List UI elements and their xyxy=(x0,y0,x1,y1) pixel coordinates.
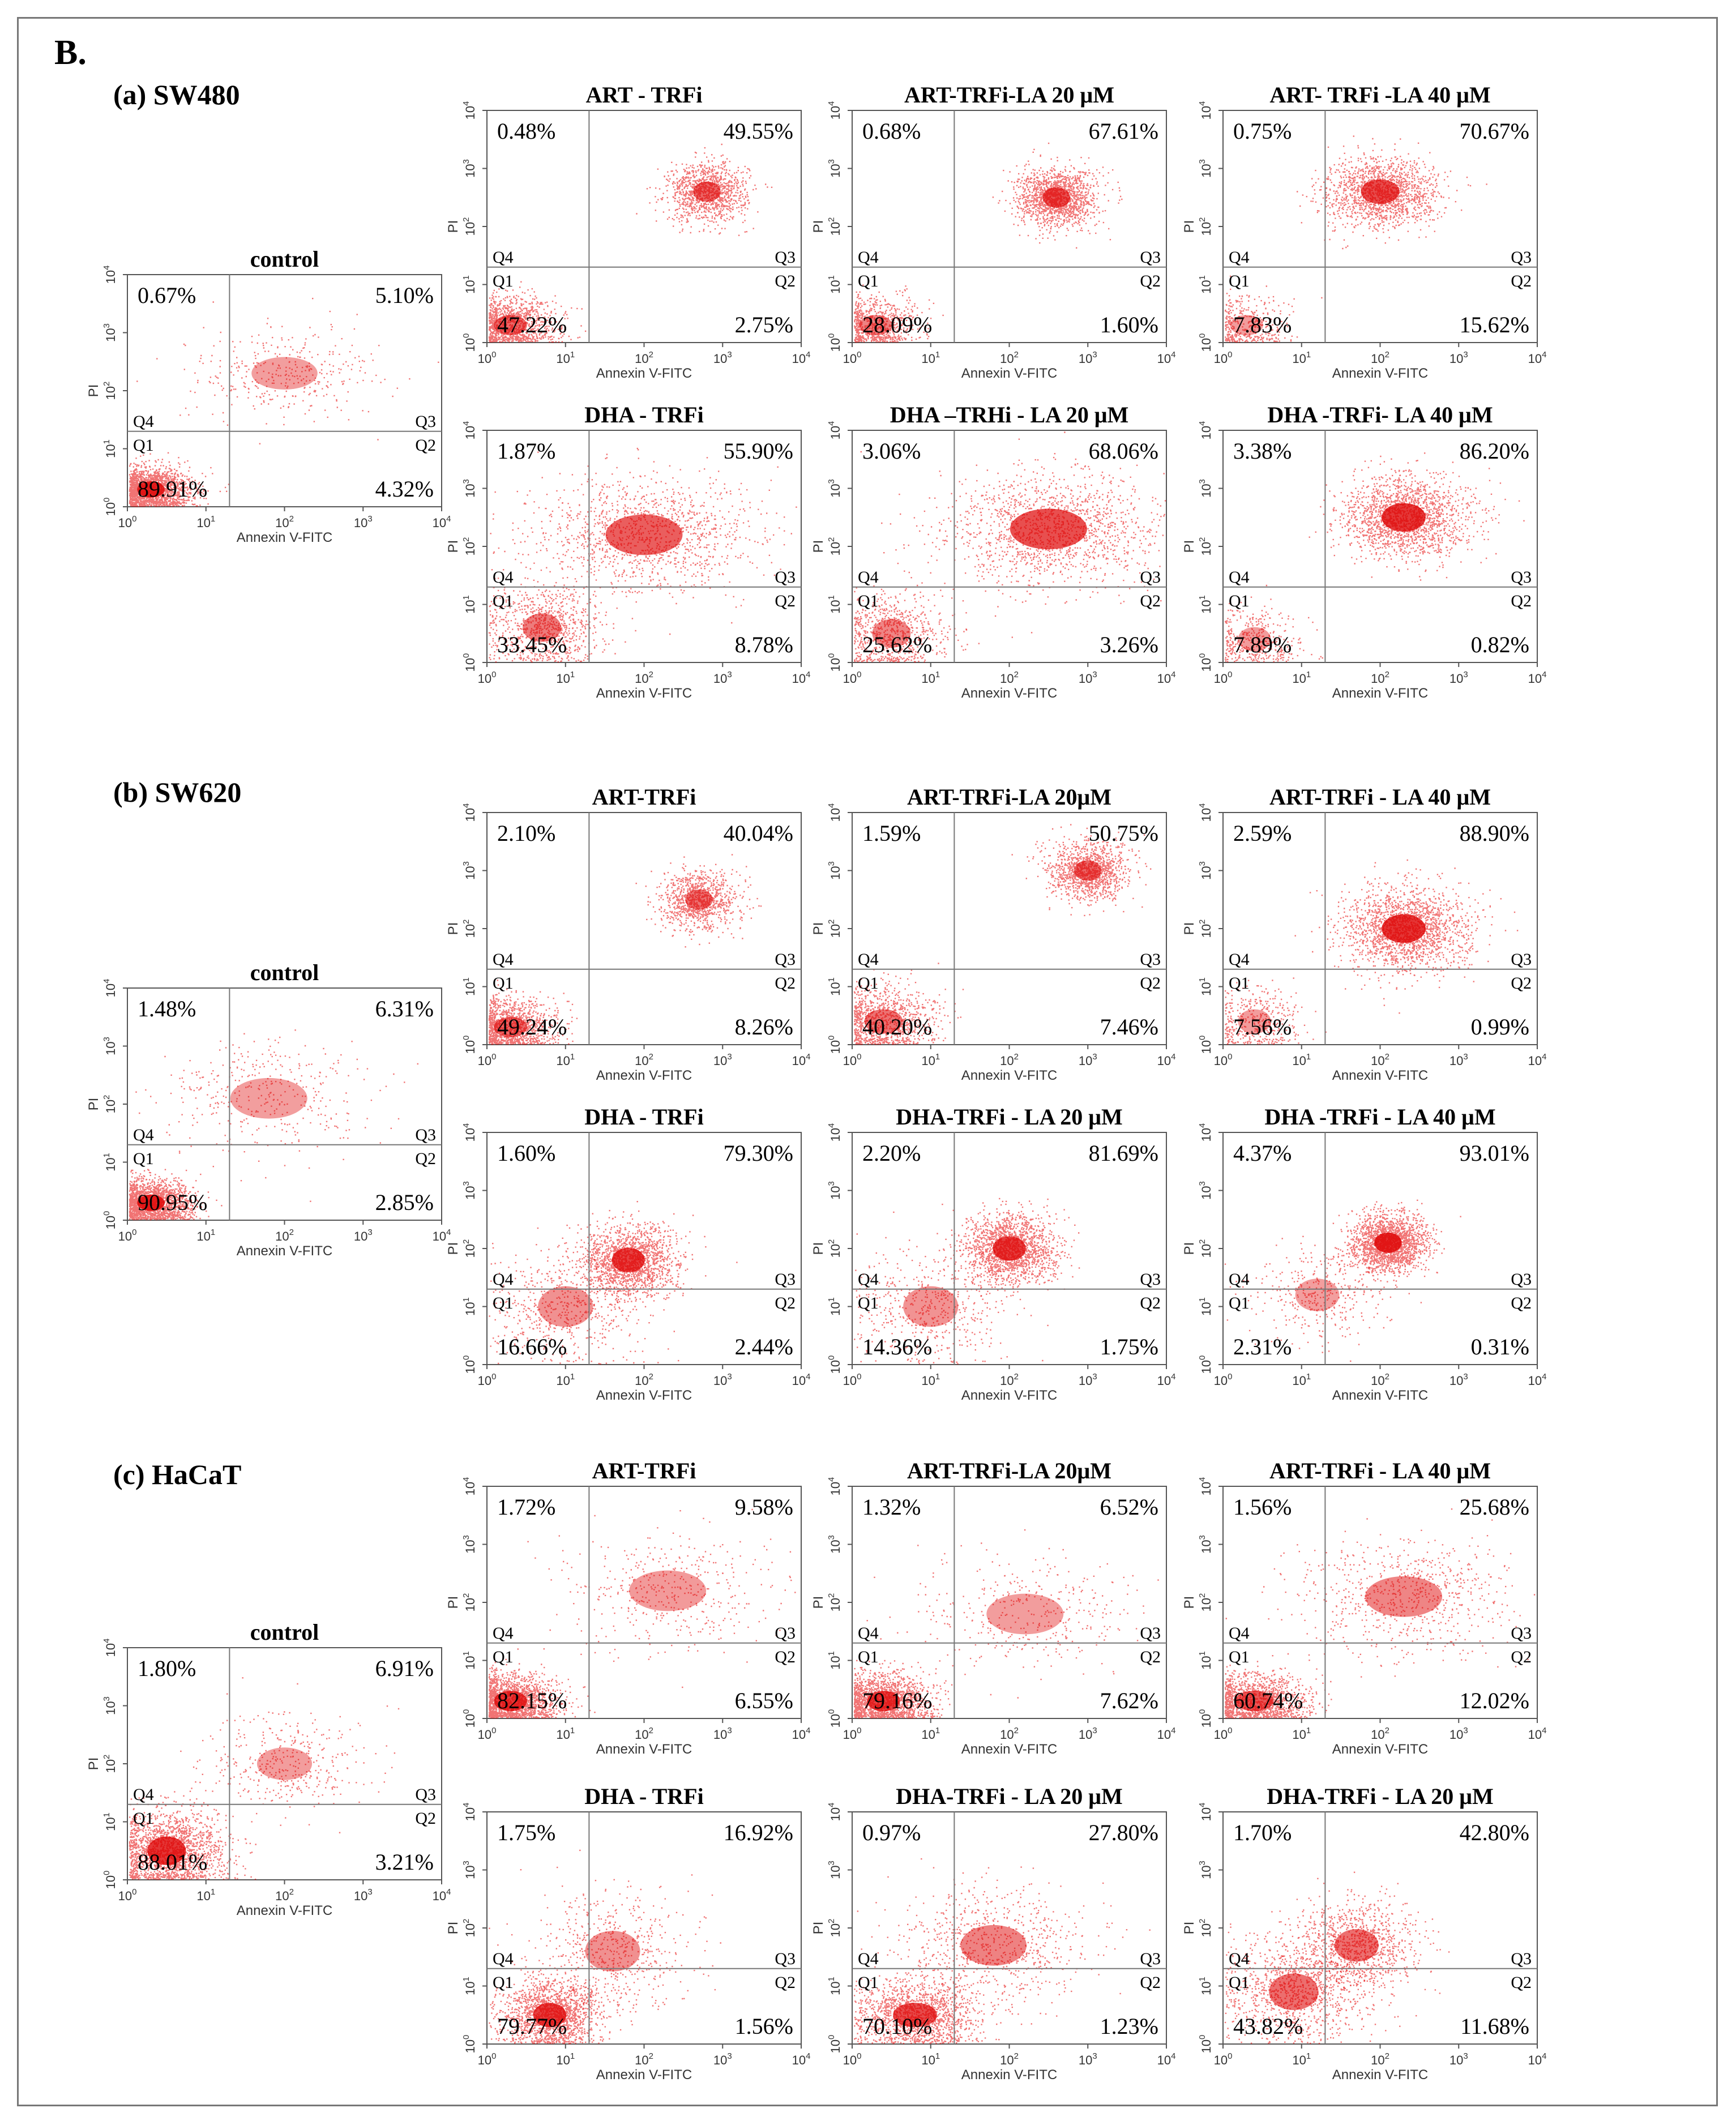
section-label-hacat: (c) HaCaT xyxy=(113,1459,242,1490)
figure-frame xyxy=(17,17,1718,2106)
section-label-sw480: (a) SW480 xyxy=(113,79,240,110)
figure-label: B. xyxy=(54,33,87,72)
section-label-sw620: (b) SW620 xyxy=(113,776,242,808)
